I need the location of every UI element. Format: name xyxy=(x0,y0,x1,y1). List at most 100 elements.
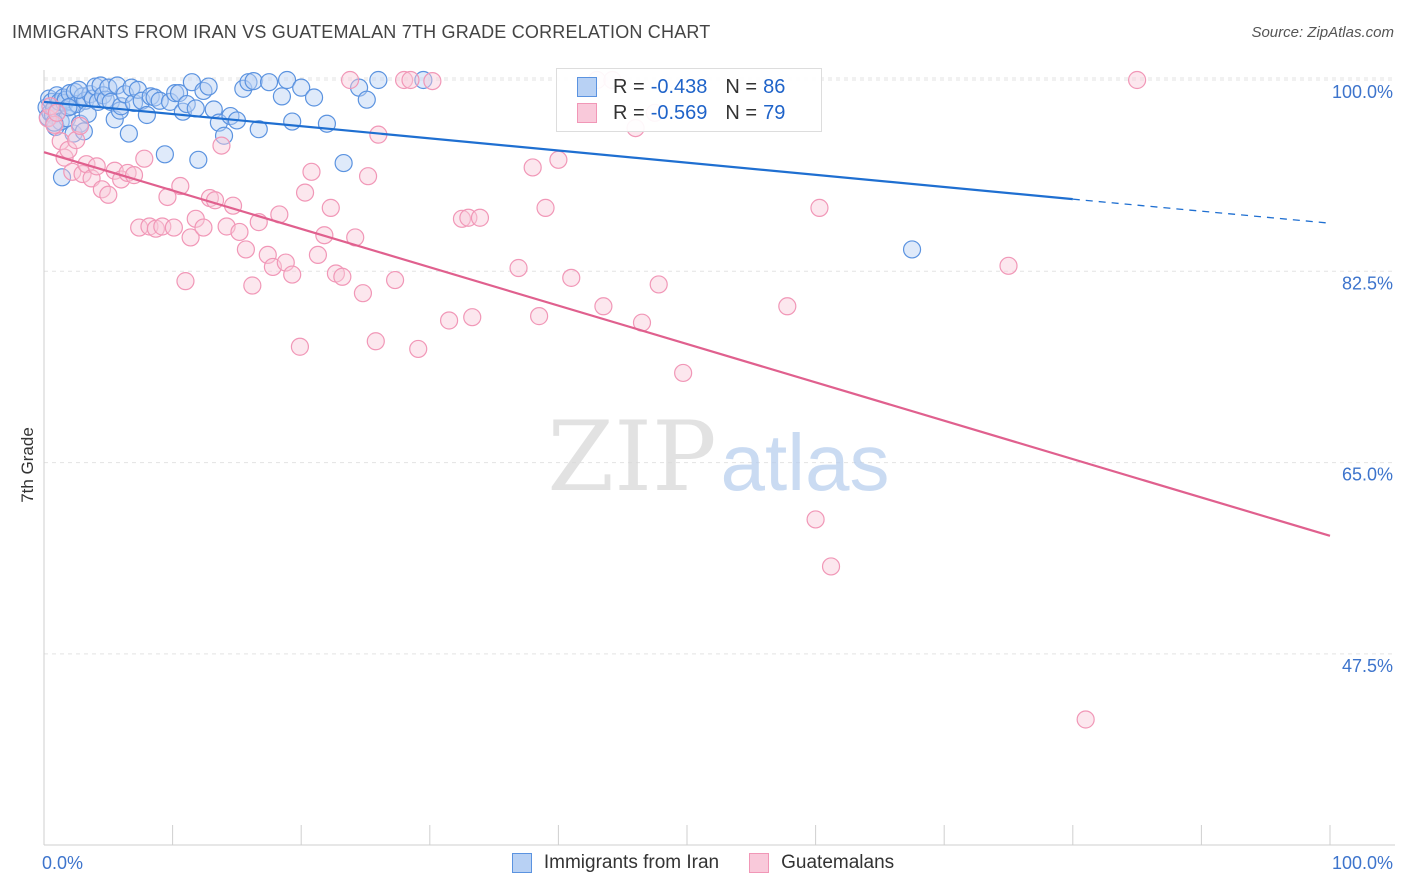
legend-swatch-iran xyxy=(577,77,597,97)
guatemalan-point xyxy=(821,557,841,576)
guatemalan-point xyxy=(509,258,528,278)
y-tick-label: 100.0% xyxy=(1332,82,1393,102)
guatemalan-point xyxy=(401,70,420,90)
iran-point xyxy=(199,77,218,96)
x-tick-label-left: 0.0% xyxy=(42,853,83,873)
guatemalan-point xyxy=(230,222,249,242)
legend-r-label: R = xyxy=(613,101,645,124)
legend-row-guatemalans: R = -0.569 N = 79 xyxy=(577,101,785,125)
guatemalan-point xyxy=(366,332,385,351)
iran-point xyxy=(334,153,353,173)
legend-r-label: R = xyxy=(613,75,645,98)
guatemalan-point xyxy=(70,116,90,136)
guatemalan-point xyxy=(194,218,213,237)
iran-point xyxy=(272,87,292,106)
series-legend: Immigrants from Iran Guatemalans xyxy=(0,852,1406,874)
watermark-zip: ZIP xyxy=(547,401,716,513)
legend-n-value: 79 xyxy=(763,101,786,124)
iran-point xyxy=(902,240,922,259)
guatemalan-point xyxy=(258,245,277,265)
guatemalan-point xyxy=(205,191,225,210)
guatemalan-point xyxy=(562,268,581,287)
guatemalan-point xyxy=(340,70,360,90)
guatemalan-point xyxy=(164,218,183,237)
guatemalan-point xyxy=(674,363,693,383)
guatemalan-point xyxy=(290,337,310,356)
series-legend-label: Guatemalans xyxy=(781,852,895,873)
guatemalan-point xyxy=(353,284,373,303)
guatemalan-point xyxy=(181,228,200,247)
guatemalan-point xyxy=(73,164,92,184)
guatemalan-point xyxy=(549,150,568,169)
y-tick-label: 65.0% xyxy=(1342,465,1393,485)
series-legend-item-guatemalans[interactable]: Guatemalans xyxy=(749,852,894,874)
guatemalan-point xyxy=(176,272,195,291)
correlation-legend: R = -0.438 N = 86 R = -0.569 N = 79 xyxy=(556,68,822,132)
guatemalan-point xyxy=(806,510,825,529)
guatemalan-point xyxy=(67,131,86,150)
iran-point xyxy=(304,88,324,107)
series-swatch-guatemalans xyxy=(749,853,770,873)
iran-point xyxy=(155,145,174,164)
guatemalan-point xyxy=(1127,70,1147,90)
series-guatemalans xyxy=(38,70,1147,729)
guatemalan-point xyxy=(333,267,352,286)
iran-point xyxy=(137,105,156,125)
legend-r-value: -0.438 xyxy=(650,75,708,98)
trend-line-iran xyxy=(43,100,1073,201)
iran-point xyxy=(186,99,205,118)
guatemalan-point xyxy=(243,276,262,295)
series-legend-item-iran[interactable]: Immigrants from Iran xyxy=(511,852,719,874)
legend-row-iran: R = -0.438 N = 86 xyxy=(577,75,785,99)
guatemalan-point xyxy=(99,185,118,204)
source-credit: Source: ZipAtlas.com xyxy=(1251,24,1394,41)
guatemalan-point xyxy=(394,70,414,90)
y-tick-label: 47.5% xyxy=(1342,656,1393,676)
tick-labels: 100.0% 82.5% 65.0% 47.5% 0.0% 100.0% xyxy=(42,82,1393,873)
iran-point xyxy=(259,73,279,92)
guatemalan-point xyxy=(423,71,442,91)
legend-n-label: N = xyxy=(725,75,758,98)
iran-point xyxy=(277,70,297,90)
trend-line-guatemalans xyxy=(43,151,1331,537)
iran-point xyxy=(283,112,302,131)
grid-lines xyxy=(44,77,1395,655)
guatemalan-point xyxy=(409,339,428,359)
iran-point xyxy=(69,80,88,99)
guatemalan-point xyxy=(358,167,378,186)
guatemalan-point xyxy=(649,275,668,294)
guatemalan-point xyxy=(999,256,1018,275)
iran-point xyxy=(177,94,196,114)
guatemalan-point xyxy=(212,136,231,155)
guatemalan-point xyxy=(283,265,302,284)
guatemalan-point xyxy=(135,149,154,168)
guatemalan-point xyxy=(463,308,482,327)
guatemalan-point xyxy=(321,198,340,217)
series-swatch-iran xyxy=(511,853,532,873)
iran-point xyxy=(369,70,388,90)
iran-point xyxy=(166,84,185,103)
iran-point xyxy=(52,168,72,187)
legend-n-label: N = xyxy=(725,101,758,124)
legend-swatch-guatemalans xyxy=(577,103,597,123)
legend-r-value: -0.569 xyxy=(650,101,708,124)
guatemalan-point xyxy=(452,209,472,228)
guatemalan-point xyxy=(302,162,321,181)
guatemalan-point xyxy=(47,103,66,122)
guatemalan-point xyxy=(385,270,405,290)
guatemalan-point xyxy=(295,183,315,202)
guatemalan-point xyxy=(236,240,256,259)
guatemalan-point xyxy=(523,158,542,177)
x-tick-label-right: 100.0% xyxy=(1332,853,1393,873)
guatemalan-point xyxy=(530,307,549,326)
guatemalan-point xyxy=(594,297,613,316)
iran-point xyxy=(119,124,138,143)
watermark: ZIP atlas xyxy=(547,401,889,513)
iran-point xyxy=(357,90,376,109)
y-axis-label: 7th Grade xyxy=(18,427,37,503)
guatemalan-point xyxy=(1076,710,1095,729)
legend-n-value: 86 xyxy=(763,75,786,98)
guatemalan-point xyxy=(171,176,190,196)
guatemalan-point xyxy=(536,198,555,217)
